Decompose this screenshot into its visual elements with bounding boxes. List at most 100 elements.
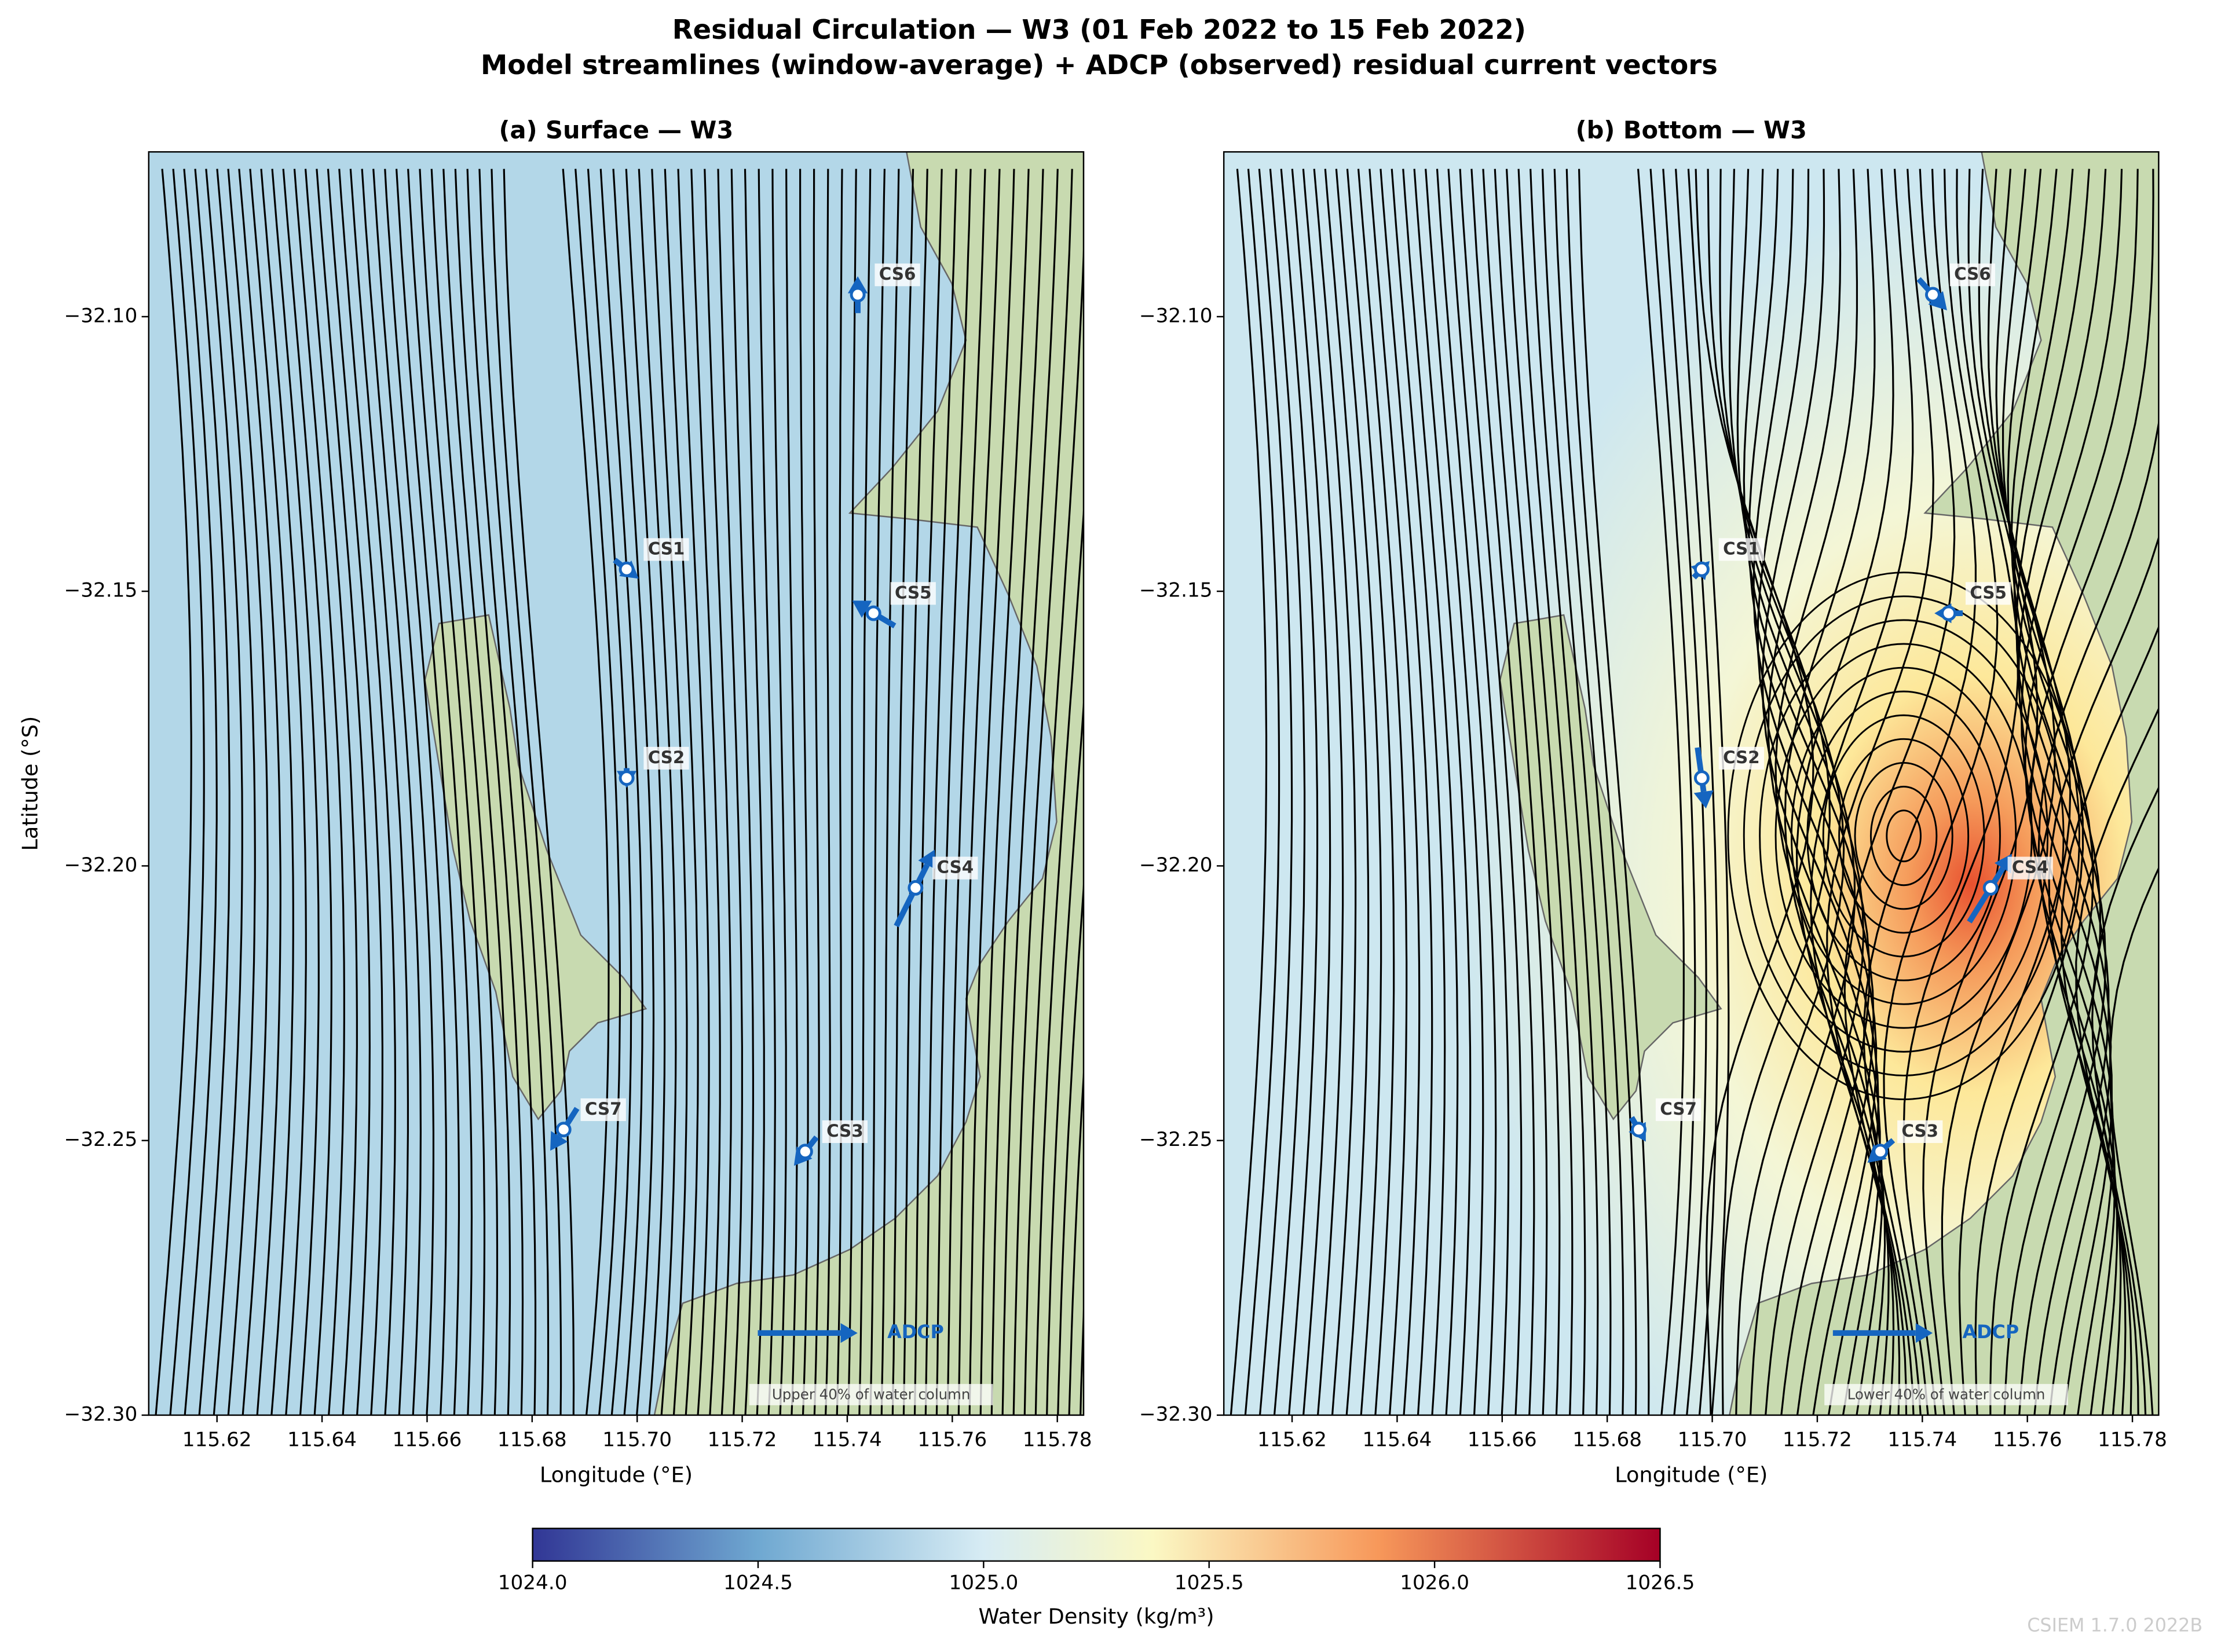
- streamline: [1313, 169, 1357, 1415]
- x-tick-label: 115.74: [813, 1428, 882, 1451]
- adcp-vectors: CS6 CS1 CS5 CS2 CS4 CS7 CS3: [1629, 263, 2053, 1343]
- streamline: [2091, 785, 2159, 1415]
- axes-frame: [148, 151, 1085, 1416]
- x-tick-label: 115.70: [602, 1428, 672, 1451]
- x-tick-label: 115.64: [1363, 1428, 1432, 1451]
- streamline: [1402, 169, 1459, 1415]
- streamline: [704, 169, 732, 1415]
- x-tick-label: 115.62: [1257, 1428, 1327, 1451]
- streamline: [968, 169, 1015, 1415]
- station: [797, 1144, 813, 1160]
- streamline: [1843, 169, 1956, 1415]
- station-label: CS2: [1723, 748, 1760, 767]
- streamline: [1759, 619, 2049, 1053]
- streamline: [2013, 169, 2110, 1415]
- streamline: [638, 169, 677, 1415]
- colorbar-tick-label: 1025.5: [1174, 1571, 1244, 1594]
- station-label: CS1: [1723, 539, 1760, 558]
- streamline: [913, 169, 943, 1415]
- vector-head: [550, 1131, 568, 1151]
- streamline: [282, 169, 332, 1415]
- vector-shaft: [894, 863, 930, 928]
- streamline: [169, 169, 205, 1415]
- streamline: [1719, 169, 1845, 1415]
- streamline: [1565, 169, 1637, 1415]
- streamline: [575, 169, 621, 1415]
- streamline: [1324, 169, 1370, 1415]
- panel-title: (b) Bottom — W3: [1576, 116, 1807, 144]
- station-label-box: [875, 263, 920, 287]
- streamline: [1068, 1063, 1084, 1415]
- streamline: [1883, 169, 1999, 1415]
- station-label: CS7: [585, 1099, 622, 1119]
- key-label: ADCP: [887, 1321, 944, 1343]
- station-label: CS6: [1954, 264, 1991, 284]
- streamline: [384, 169, 448, 1415]
- y-tick-label: −32.30: [64, 1402, 138, 1426]
- station-label-box: [1965, 582, 2011, 605]
- adcp-vector: [758, 1323, 858, 1343]
- streamline: [1280, 169, 1319, 1415]
- streamline: [1380, 169, 1433, 1415]
- streamline: [825, 169, 831, 1415]
- vector-head: [918, 849, 936, 870]
- streamline: [205, 169, 243, 1415]
- streamline: [799, 169, 809, 1415]
- streamline: [1391, 169, 1446, 1415]
- streamline: [2017, 169, 2113, 1415]
- vector-head: [1915, 1323, 1933, 1343]
- streamline: [902, 169, 928, 1415]
- streamline: [2075, 706, 2159, 1415]
- streamline: [744, 169, 765, 1415]
- streamline: [1727, 572, 2080, 1101]
- streamline: [1001, 169, 1059, 1415]
- vector-shaft: [1967, 866, 2006, 924]
- streamline: [1675, 169, 1719, 1415]
- y-tick-label: −32.10: [1139, 304, 1213, 327]
- panel-a: [148, 151, 1085, 1416]
- colorbar-tick-label: 1026.5: [1626, 1571, 1695, 1594]
- streamline: [1863, 169, 1977, 1415]
- streamline: [1291, 169, 1331, 1415]
- station: [865, 605, 881, 621]
- streamline: [957, 169, 1001, 1415]
- station-label: CS4: [937, 858, 974, 877]
- vector-head: [1693, 790, 1714, 809]
- streamline: [1748, 169, 1875, 1415]
- streamline: [1790, 666, 2017, 1005]
- station: [1941, 605, 1957, 621]
- streamline: [238, 169, 281, 1415]
- streamline: [730, 169, 755, 1415]
- streamline: [562, 169, 610, 1415]
- y-tick-label: −32.25: [1139, 1128, 1213, 1151]
- station: [1924, 287, 1941, 303]
- panel-title: (a) Surface — W3: [499, 116, 734, 144]
- streamline: [690, 169, 721, 1415]
- streamline: [1774, 643, 2033, 1029]
- x-tick-label: 115.68: [1572, 1428, 1642, 1451]
- streamline: [1436, 169, 1497, 1415]
- station: [850, 287, 866, 303]
- annotation-box: [749, 1384, 993, 1405]
- station-label-box: [890, 582, 936, 605]
- streamline: [1505, 169, 1574, 1415]
- streamline: [478, 169, 550, 1415]
- streamline: [454, 169, 524, 1415]
- station: [1872, 1144, 1889, 1160]
- streamline: [1757, 169, 1879, 1415]
- streamline: [946, 169, 986, 1415]
- streamline: [847, 169, 857, 1415]
- streamline: [1425, 169, 1484, 1415]
- streamline: [442, 169, 511, 1415]
- y-tick-label: −32.25: [64, 1128, 138, 1151]
- streamline: [1578, 169, 1650, 1415]
- streamline: [1269, 169, 1306, 1415]
- x-tick-label: 115.78: [2098, 1428, 2167, 1451]
- station-label: CS3: [1901, 1121, 1938, 1141]
- x-tick-label: 115.68: [497, 1428, 567, 1451]
- streamline: [194, 169, 230, 1415]
- streamline: [1230, 169, 1268, 1415]
- x-axis-label: Longitude (°E): [1615, 1463, 1768, 1488]
- streamline: [1470, 169, 1535, 1415]
